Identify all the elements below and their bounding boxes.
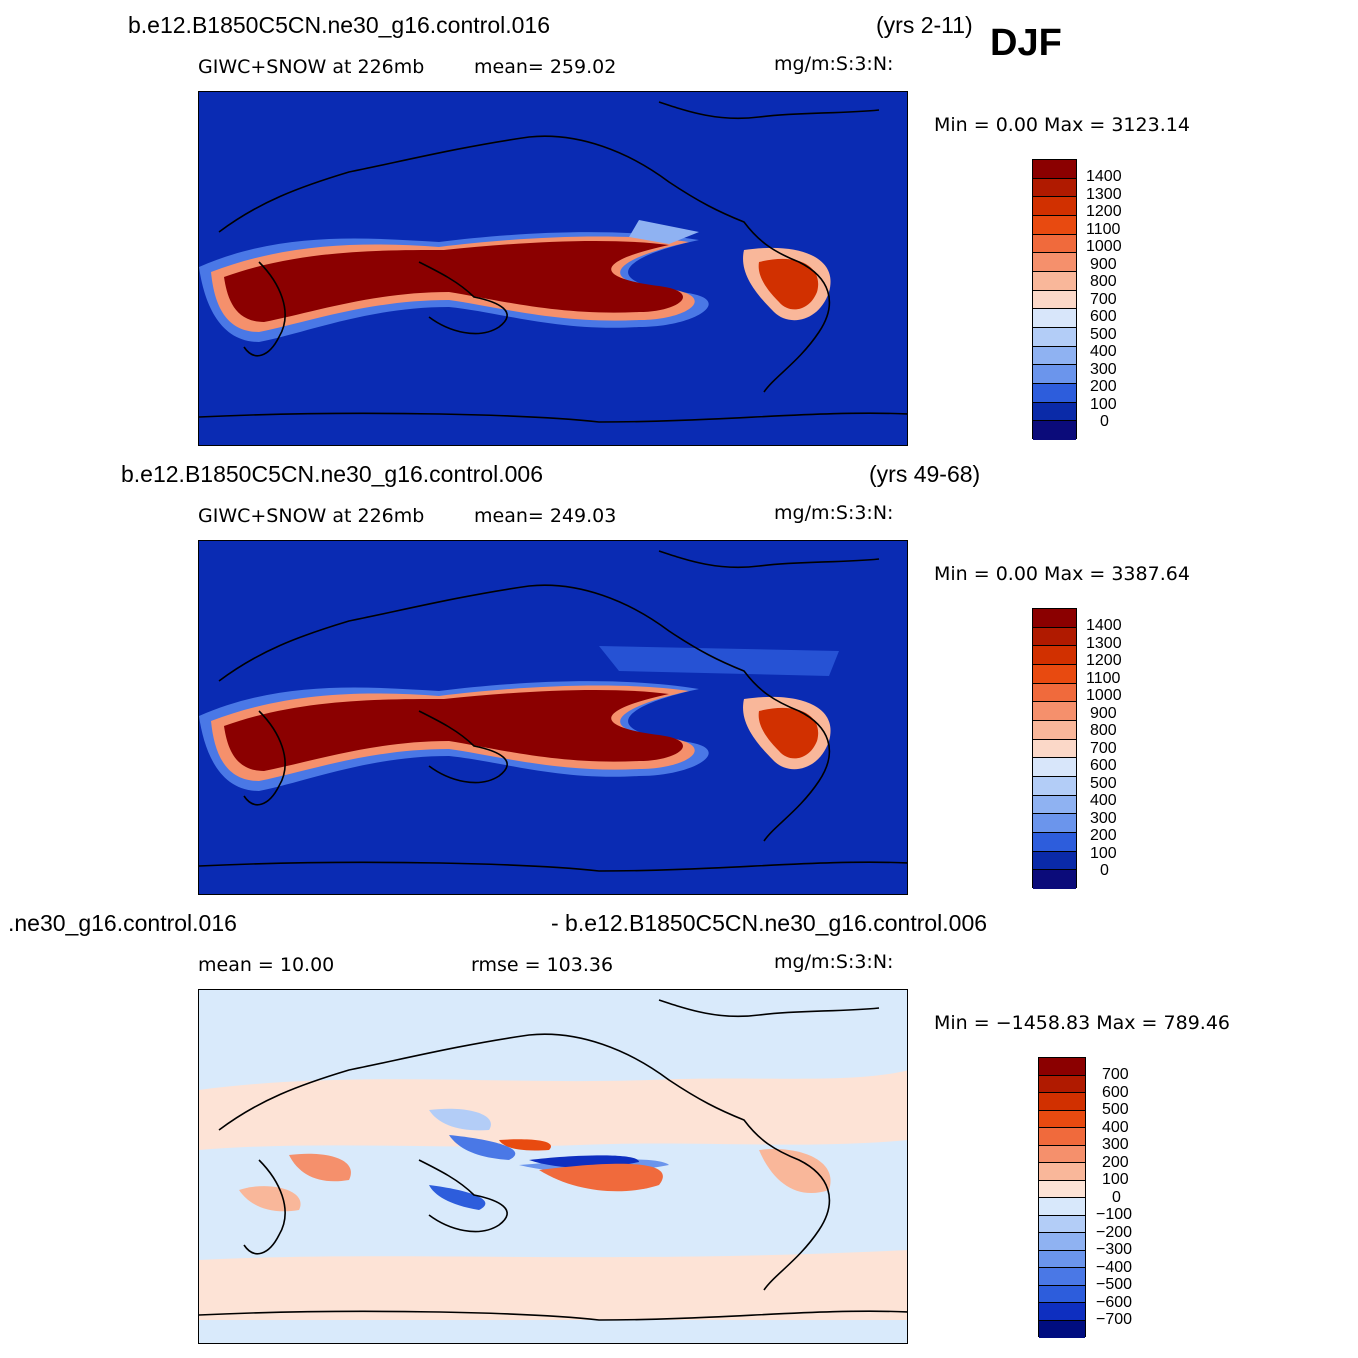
tick: 0 [1100,413,1109,430]
tick: 400 [1090,343,1117,360]
panel3-coastlines [199,999,907,1321]
tick: 0 [1112,1188,1121,1206]
tick: 200 [1090,827,1117,844]
tick: 200 [1090,378,1117,395]
panel2-field: GIWC+SNOW at 226mb [198,505,425,527]
tick: 1000 [1086,238,1122,255]
tick: 800 [1090,722,1117,739]
tick: 1100 [1086,669,1121,687]
tick: 1400 [1086,168,1122,185]
panel1-colorbar [1032,159,1077,440]
tick: 700 [1090,739,1117,757]
panel1-coastlines [199,101,907,423]
panel2-minmax: Min = 0.00 Max = 3387.64 [934,563,1190,585]
tick: 500 [1102,1101,1129,1118]
panel3-rmse: rmse = 103.36 [471,954,614,976]
panel3-field-blobs [199,1070,907,1320]
panel3-mean: mean = 10.00 [198,954,335,976]
tick: 200 [1102,1153,1129,1171]
panel3-minmax: Min = −1458.83 Max = 789.46 [934,1012,1231,1034]
panel3-colorbar [1038,1057,1086,1338]
tick: 600 [1090,308,1117,325]
tick: 900 [1090,255,1117,273]
tick: 800 [1090,273,1117,290]
tick: 600 [1090,757,1117,774]
panel2-case-title: b.e12.B1850C5CN.ne30_g16.control.006 [121,461,543,487]
panel2-coastlines [199,550,907,872]
tick: −500 [1096,1276,1133,1293]
tick: 500 [1090,774,1117,792]
panel1-minmax: Min = 0.00 Max = 3123.14 [934,114,1190,136]
panel3-units: mg/m:S:3:N: [774,951,894,973]
tick: 1300 [1086,185,1122,203]
panel1-map-svg [199,92,907,445]
tick: 1300 [1086,634,1122,652]
panel3-case-right: - b.e12.B1850C5CN.ne30_g16.control.006 [551,910,988,936]
panel1-years: (yrs 2-11) [876,12,973,38]
tick: 700 [1102,1066,1129,1083]
tick: −700 [1096,1311,1133,1328]
tick: 300 [1102,1136,1129,1153]
panel1-field: GIWC+SNOW at 226mb [198,56,425,78]
panel1-mean: mean= 259.02 [474,56,617,78]
season-label: DJF [990,22,1062,64]
tick: −100 [1096,1206,1133,1223]
tick: −200 [1096,1223,1133,1241]
tick: 1100 [1086,220,1121,238]
tick: 900 [1090,704,1117,722]
tick: 0 [1100,862,1109,879]
tick: 400 [1090,792,1117,809]
panel2-mean: mean= 249.03 [474,505,617,527]
tick: 400 [1102,1118,1129,1136]
tick: 100 [1102,1171,1129,1188]
tick: −400 [1096,1258,1133,1276]
tick: 700 [1090,290,1117,308]
tick: 300 [1090,809,1117,827]
panel1-map [198,91,908,446]
panel3-case-left: .ne30_g16.control.016 [8,910,237,936]
tick: −300 [1096,1241,1133,1258]
panel3-map-svg [199,990,907,1343]
panel2-map [198,540,908,895]
tick: 1200 [1086,203,1122,220]
tick: 100 [1090,844,1117,862]
tick: 1200 [1086,652,1122,669]
panel1-case-title: b.e12.B1850C5CN.ne30_g16.control.016 [128,12,550,38]
panel2-colorbar [1032,608,1077,889]
panel1-units: mg/m:S:3:N: [774,53,894,75]
tick: 100 [1090,395,1117,413]
tick: 600 [1102,1083,1129,1101]
tick: −600 [1096,1293,1133,1311]
tick: 1400 [1086,617,1122,634]
tick: 1000 [1086,687,1122,704]
panel2-units: mg/m:S:3:N: [774,502,894,524]
panel3-map [198,989,908,1344]
panel2-years: (yrs 49-68) [869,461,981,487]
tick: 500 [1090,325,1117,343]
tick: 300 [1090,360,1117,378]
panel2-map-svg [199,541,907,894]
